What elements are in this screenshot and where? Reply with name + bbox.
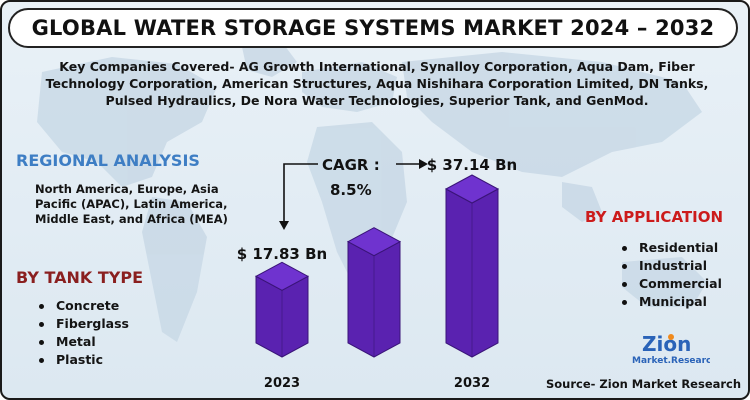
application-item: Municipal [620,293,722,311]
cagr-annotation: CAGR : 8.5% [279,156,428,230]
application-heading: BY APPLICATION [585,208,724,226]
source-note: Source- Zion Market Research [546,377,742,391]
zion-logo: Zion Market.Research [632,332,710,366]
regional-analysis-heading: REGIONAL ANALYSIS [16,151,200,170]
application-item: Industrial [620,257,722,275]
cagr-label: CAGR : [322,156,380,174]
cagr-arrowhead-right [419,159,428,169]
bar-top-face [444,174,500,204]
value-label: $ 37.14 Bn [427,156,517,174]
logo-tagline: Market.Research [632,356,710,366]
cagr-arrowhead-down [279,221,289,230]
tank-type-item: Metal [37,333,129,351]
tank-type-item: Fiberglass [37,315,129,333]
regional-analysis-text: North America, Europe, Asia Pacific (APA… [35,182,228,226]
tank-type-list: Concrete Fiberglass Metal Plastic [37,297,129,369]
application-list: Residential Industrial Commercial Munici… [620,239,722,311]
value-label: $ 17.83 Bn [237,245,327,263]
tank-type-item: Plastic [37,351,129,369]
title-banner: GLOBAL WATER STORAGE SYSTEMS MARKET 2024… [8,8,738,48]
tank-type-heading: BY TANK TYPE [16,268,144,287]
application-item: Residential [620,239,722,257]
tank-type-item: Concrete [37,297,129,315]
bar-top-face [346,227,402,257]
page-title: GLOBAL WATER STORAGE SYSTEMS MARKET 2024… [31,16,715,40]
cagr-value: 8.5% [330,181,372,199]
application-item: Commercial [620,275,722,293]
bars-group: $ 17.83 Bn 2023 $ 37.14 Bn 2032 [237,156,517,391]
logo-dot [668,334,674,340]
cagr-arrow-down [283,163,318,222]
key-companies-text: Key Companies Covered- AG Growth Interna… [45,59,709,108]
bar-top-face [254,261,310,291]
category-label: 2023 [264,376,300,391]
logo-wordmark: Zion [642,332,691,356]
category-label: 2032 [454,376,490,391]
